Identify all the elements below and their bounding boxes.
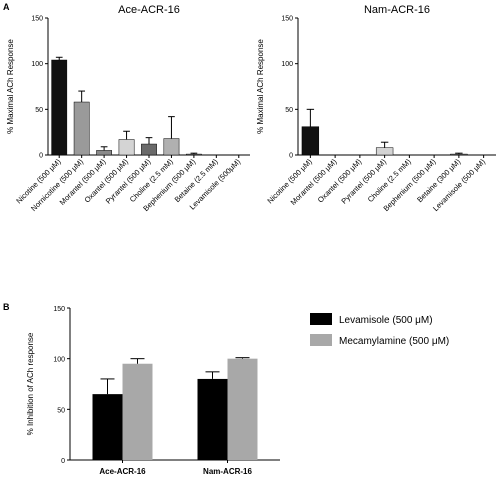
x-tick-label: Choline (2.5 mM) [366,157,413,204]
bar [375,147,394,156]
bar [92,394,123,460]
chart-title: Nam-ACR-16 [364,4,430,16]
bar [96,150,112,156]
x-tick-label: Oxantel (500 μM) [316,157,364,205]
y-axis-label: % Inhibition of ACh response [26,332,35,435]
y-tick-label: 100 [31,61,43,68]
y-tick-label: 100 [53,357,65,364]
chart-inhibition: 0 50 100 150 % Inhibition of ACh response Ace… [26,306,449,476]
bar [141,143,157,156]
chart-nam-acr16: Nam-ACR-16 0 50 100 150 % Maximal ACh Respons… [256,4,496,213]
y-axis-label: % Maximal ACh Response [6,39,15,134]
y-tick-label: 0 [39,153,43,160]
legend-swatch [310,313,332,325]
y-axis-label: % Maximal ACh Response [256,39,265,134]
y-tick-label: 100 [281,61,293,68]
y-tick-label: 150 [53,306,65,313]
bar [163,138,180,156]
panel-a-letter: A [3,2,10,12]
legend-swatch [310,334,332,346]
chart-title: Ace-ACR-16 [118,4,180,16]
bar [122,363,153,460]
bar [301,126,320,156]
chart-ace-acr16: Ace-ACR-16 0 50 100 150 % Maximal ACh Respons… [6,4,250,213]
bar [73,101,90,156]
x-tick-label: Ace-ACR-16 [99,467,146,476]
bar [450,153,468,156]
panel-b-letter: B [3,302,10,312]
y-tick-label: 50 [285,107,293,114]
legend-label: Mecamylamine (500 μM) [339,336,449,347]
y-tick-label: 150 [31,16,43,23]
x-tick-label: Betaine (300 μM) [415,157,463,205]
bar [186,153,202,156]
bar [51,59,68,156]
bar [227,358,258,460]
bar [118,139,135,156]
y-tick-label: 0 [289,153,293,160]
y-tick-label: 50 [35,107,43,114]
y-tick-label: 0 [61,458,65,465]
bar [197,378,228,460]
y-tick-label: 150 [281,16,293,23]
legend-label: Levamisole (500 μM) [339,315,433,326]
y-tick-label: 50 [57,407,65,414]
x-tick-label: Nam-ACR-16 [203,467,252,476]
